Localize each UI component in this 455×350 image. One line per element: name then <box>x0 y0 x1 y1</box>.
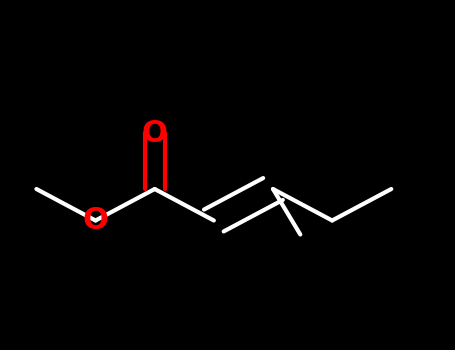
Text: O: O <box>83 206 108 235</box>
Text: O: O <box>142 119 167 147</box>
